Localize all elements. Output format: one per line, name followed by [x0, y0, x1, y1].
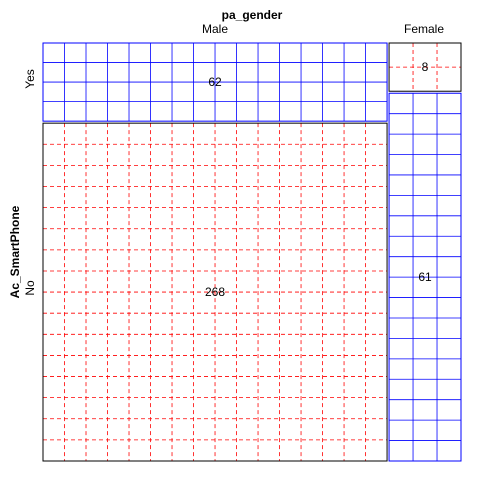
mosaic-tile-female-yes: 8: [388, 42, 462, 92]
x-axis-variable-label: pa_gender: [222, 8, 283, 22]
tile-shading-grid: [43, 43, 388, 122]
tile-count-label: 268: [205, 285, 225, 299]
tile-border: [42, 122, 388, 462]
y-axis-variable-label: Ac_SmartPhone: [8, 205, 22, 298]
y-category-label-yes: Yes: [23, 69, 37, 89]
x-category-label-female: Female: [404, 22, 444, 36]
tile-border: [388, 92, 462, 462]
mosaic-tile-male-yes: 62: [42, 42, 388, 122]
tile-shading-grid: [43, 123, 388, 461]
tile-count-label: 61: [418, 270, 432, 284]
tile-count-label: 62: [208, 75, 222, 89]
mosaic-tiles: 62 268 8 61: [42, 42, 462, 462]
y-category-label-no: No: [23, 280, 37, 296]
tile-shading-grid: [389, 93, 461, 461]
tile-border: [388, 42, 462, 92]
tile-count-label: 8: [422, 60, 429, 74]
mosaic-tile-female-no: 61: [388, 92, 462, 462]
mosaic-tile-male-no: 268: [42, 122, 388, 462]
tile-border: [42, 42, 388, 122]
tile-shading-grid: [389, 43, 461, 92]
x-category-label-male: Male: [202, 22, 228, 36]
